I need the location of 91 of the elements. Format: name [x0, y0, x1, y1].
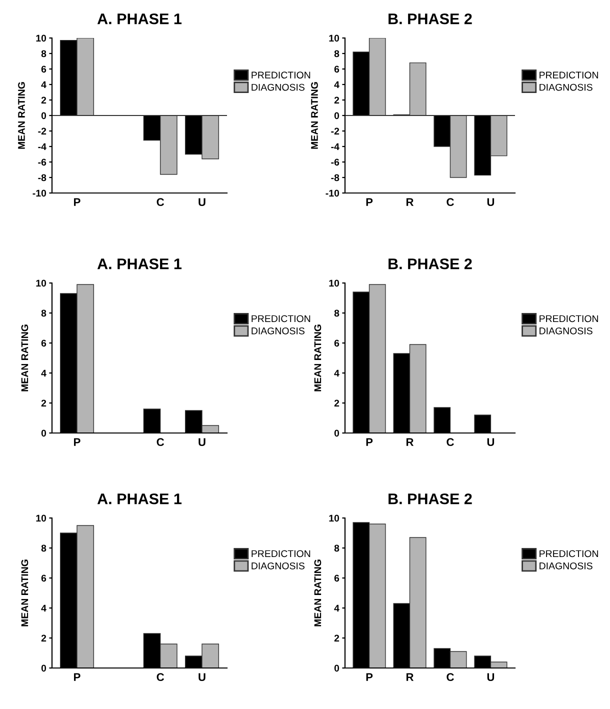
x-tick-label: P	[366, 198, 373, 206]
legend-label: DIAGNOSIS	[540, 562, 592, 570]
x-tick-label: C	[156, 673, 164, 682]
legend-label: PREDICTION	[540, 72, 598, 79]
y-axis-title: MEAN RATING	[311, 82, 318, 149]
y-tick-label: 2	[334, 96, 340, 104]
y-tick-label: 4	[334, 604, 340, 612]
y-tick-label: -8	[38, 174, 46, 182]
y-tick-label: 4	[334, 370, 340, 377]
y-tick-label: 10	[36, 514, 46, 522]
chart-title: A. PHASE 1	[97, 258, 182, 270]
x-tick-label: P	[74, 673, 80, 681]
y-tick-label: -10	[326, 190, 340, 197]
y-axis-title: MEAN RATING	[21, 560, 28, 626]
y-axis-title: MEAN RATING	[18, 82, 25, 149]
chart-title: B. PHASE 2	[388, 258, 472, 270]
y-axis-title: MEAN RATING	[314, 560, 322, 626]
legend-label: PREDICTION	[540, 550, 598, 558]
x-tick-label: R	[406, 673, 414, 681]
legend-label: DIAGNOSIS	[252, 327, 304, 334]
legend-label: PREDICTION	[252, 72, 310, 79]
legend-label: DIAGNOSIS	[540, 84, 592, 91]
x-tick-label: U	[487, 198, 494, 206]
x-tick-label: R	[406, 438, 414, 446]
y-tick-label: 8	[41, 310, 46, 317]
y-tick-label: 0	[334, 112, 340, 120]
x-tick-label: P	[74, 438, 80, 446]
x-tick-label: C	[446, 673, 454, 682]
y-tick-label: 6	[41, 340, 46, 347]
y-tick-label: 0	[41, 112, 46, 120]
chart-title: A. PHASE 1	[97, 493, 182, 504]
legend-label: PREDICTION	[252, 315, 310, 322]
y-tick-label: 10	[329, 280, 340, 287]
x-tick-label: P	[74, 198, 80, 206]
y-tick-label: 8	[41, 50, 46, 58]
y-tick-label: 6	[334, 66, 340, 73]
y-tick-label: -2	[38, 128, 46, 135]
y-tick-label: 4	[334, 81, 340, 88]
y-tick-label: 10	[329, 514, 340, 522]
y-axis-title: MEAN RATING	[314, 324, 322, 392]
y-tick-label: 0	[334, 430, 340, 437]
x-tick-label: R	[406, 198, 414, 206]
x-tick-label: U	[487, 673, 494, 682]
y-axis-title: MEAN RATING	[21, 324, 28, 392]
x-tick-label: U	[198, 438, 206, 446]
y-tick-label: 0	[41, 664, 46, 672]
y-tick-label: 2	[41, 634, 46, 642]
y-tick-label: -6	[38, 158, 46, 166]
y-tick-label: 8	[334, 50, 340, 58]
y-tick-label: -8	[331, 174, 340, 182]
x-tick-label: C	[156, 438, 164, 446]
chart-title: B. PHASE 2	[388, 13, 472, 24]
y-tick-label: 8	[41, 544, 46, 552]
x-tick-label: U	[487, 438, 494, 446]
y-tick-label: 4	[41, 604, 46, 612]
y-tick-label: -4	[38, 143, 46, 150]
x-tick-label: U	[198, 198, 206, 206]
y-tick-label: 10	[36, 34, 46, 42]
y-tick-label: 2	[41, 400, 46, 407]
y-tick-label: -6	[331, 158, 340, 166]
y-tick-label: 4	[41, 81, 46, 88]
y-tick-label: 8	[334, 544, 340, 552]
y-tick-label: 2	[334, 634, 340, 642]
legend-label: DIAGNOSIS	[252, 562, 304, 570]
y-tick-label: 6	[334, 340, 340, 347]
y-tick-label: 10	[329, 34, 340, 42]
chart-title: B. PHASE 2	[388, 493, 472, 504]
legend-label: PREDICTION	[540, 315, 598, 322]
y-tick-label: 6	[334, 574, 340, 582]
y-tick-label: 4	[41, 370, 46, 377]
x-tick-label: C	[446, 198, 454, 206]
y-tick-label: -4	[331, 143, 340, 150]
y-tick-label: -10	[32, 190, 46, 197]
chart-title: A. PHASE 1	[97, 13, 182, 24]
y-tick-label: 0	[334, 664, 340, 672]
x-tick-label: U	[198, 673, 206, 682]
y-tick-label: 10	[36, 280, 46, 287]
x-tick-label: C	[446, 438, 454, 446]
y-tick-label: -2	[331, 128, 340, 135]
legend-label: PREDICTION	[252, 550, 310, 558]
y-tick-label: 0	[41, 430, 46, 437]
y-tick-label: 8	[334, 310, 340, 317]
x-tick-label: C	[156, 198, 164, 206]
y-tick-label: 6	[41, 66, 46, 73]
x-tick-label: P	[366, 673, 373, 681]
legend-label: DIAGNOSIS	[252, 84, 304, 91]
x-tick-label: P	[366, 438, 373, 446]
y-tick-label: 6	[41, 574, 46, 582]
y-tick-label: 2	[41, 96, 46, 104]
legend-label: DIAGNOSIS	[540, 327, 592, 334]
y-tick-label: 2	[334, 400, 340, 407]
